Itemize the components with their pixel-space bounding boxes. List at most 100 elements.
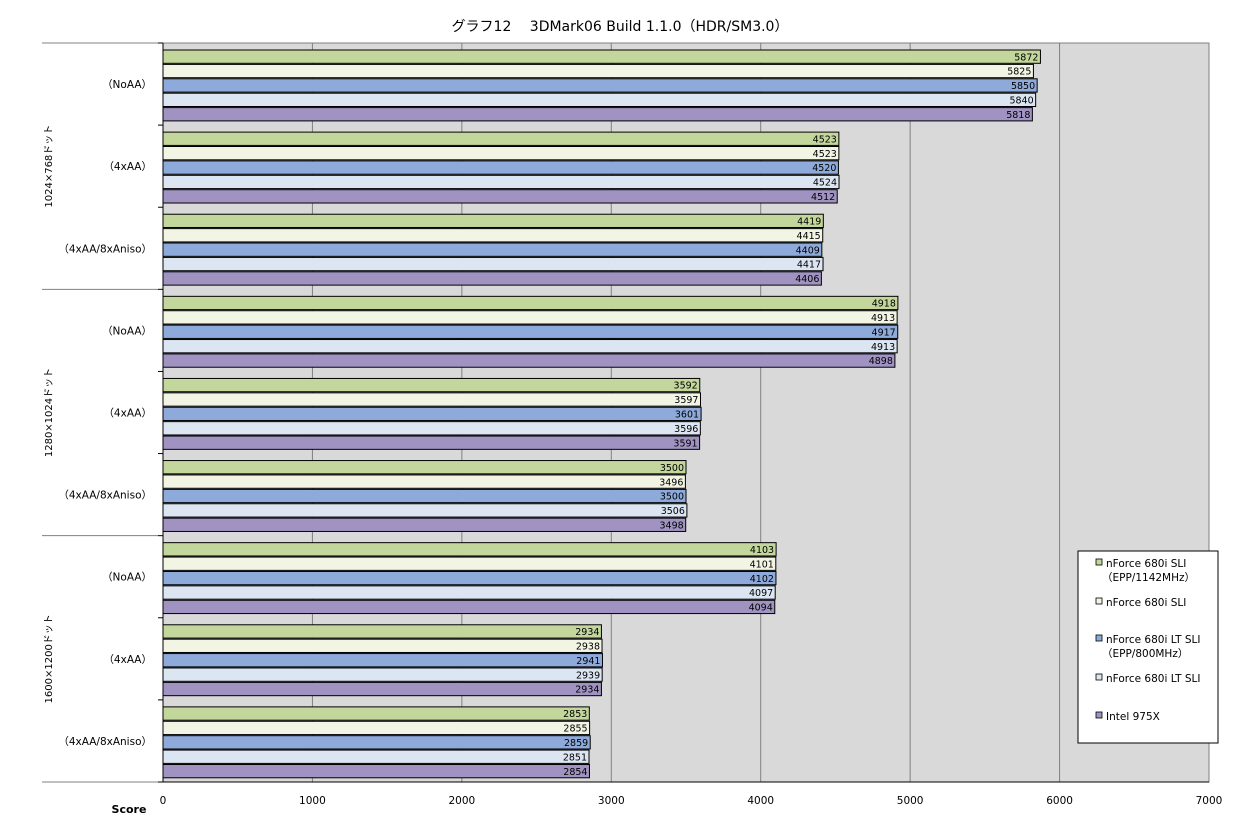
bar [162, 638, 603, 653]
category-label: （4xAA） [103, 161, 152, 173]
category-label: （4xAA/8xAniso） [58, 243, 152, 255]
data-label: 5872 [1014, 52, 1038, 63]
data-label: 2851 [563, 752, 587, 763]
legend: nForce 680i SLI （EPP/1142MHz） nForce 680i … [1077, 550, 1219, 744]
legend-swatch [1095, 673, 1103, 681]
bar [162, 295, 899, 311]
legend-swatch [1095, 634, 1103, 642]
x-axis-label: Score [112, 803, 147, 816]
data-label: 4102 [750, 574, 774, 585]
data-label: 4094 [749, 603, 773, 614]
legend-label: nForce 680i LT SLI [1106, 634, 1200, 646]
category-labels-layer: （NoAA） （4xAA） （4xAA/8xAniso） 1024×768ドット （No… [44, 79, 152, 748]
legend-label: nForce 680i SLI [1106, 558, 1186, 570]
category-label: （NoAA） [102, 79, 152, 91]
legend-swatch [1095, 711, 1103, 719]
data-label: 4512 [811, 192, 835, 203]
data-label: 4913 [871, 342, 895, 353]
bar [162, 763, 590, 779]
data-label: 4913 [871, 313, 895, 324]
x-tick-label: 1000 [299, 795, 326, 807]
bar [162, 256, 824, 272]
category-label: （NoAA） [102, 572, 152, 584]
data-label: 5825 [1007, 67, 1031, 78]
group-label: 1024×768ドット [44, 125, 55, 208]
data-label: 4406 [795, 274, 819, 285]
data-label: 4097 [749, 588, 773, 599]
bar [162, 735, 591, 750]
bar [162, 310, 898, 325]
bar [162, 406, 702, 422]
bar [162, 749, 590, 764]
data-label: 4520 [812, 163, 836, 174]
bar [162, 570, 777, 586]
x-tick-label: 7000 [1196, 795, 1223, 807]
bar [162, 228, 824, 243]
data-label: 4415 [797, 231, 821, 242]
bar [162, 667, 603, 682]
data-label: 4409 [796, 245, 820, 256]
x-tick-label: 3000 [598, 795, 625, 807]
bar [162, 49, 1041, 64]
group-label: 1600×1200ドット [44, 614, 55, 703]
bar [162, 706, 590, 721]
data-label: 3592 [674, 381, 698, 392]
bar [162, 556, 777, 571]
data-label: 2934 [575, 627, 599, 638]
data-label: 4103 [750, 545, 774, 556]
data-label: 4101 [750, 559, 774, 570]
bar [162, 585, 776, 600]
data-label: 3496 [659, 477, 683, 488]
bar [162, 392, 701, 407]
category-label: （NoAA） [102, 325, 152, 337]
data-label: 3506 [661, 506, 685, 517]
data-label: 2853 [563, 709, 587, 720]
data-label: 4898 [869, 356, 893, 367]
bar [162, 624, 602, 639]
category-label: （4xAA/8xAniso） [58, 490, 152, 502]
category-label: （4xAA） [103, 654, 152, 666]
data-label: 5818 [1006, 110, 1030, 121]
bar [162, 599, 776, 615]
bar [162, 107, 1033, 122]
legend-swatch [1095, 558, 1103, 566]
legend-label: nForce 680i LT SLI [1106, 673, 1200, 685]
data-label: 2859 [564, 738, 588, 749]
bar [162, 517, 687, 532]
data-label: 3498 [660, 520, 684, 531]
bar [162, 353, 896, 368]
bar [162, 189, 838, 204]
legend-label: Intel 975X [1106, 711, 1160, 723]
group-label: 1280×1024ドット [44, 368, 55, 457]
data-label: 2939 [576, 670, 600, 681]
legend-label: nForce 680i SLI [1106, 597, 1186, 609]
x-tick-label: 2000 [448, 795, 475, 807]
bar [162, 271, 822, 286]
data-label: 3591 [673, 438, 697, 449]
bar [162, 377, 701, 393]
bar [162, 92, 1037, 107]
x-tick-label: 0 [160, 795, 167, 807]
bar [162, 542, 777, 557]
bar [162, 160, 839, 175]
bars-layer [162, 49, 1041, 779]
x-tick-label: 5000 [897, 795, 924, 807]
data-label: 4417 [797, 260, 821, 271]
data-label: 2938 [576, 641, 600, 652]
category-label: （4xAA） [103, 408, 152, 420]
bar [162, 63, 1034, 79]
bar [162, 242, 823, 257]
bar [162, 435, 701, 450]
data-label: 3597 [674, 395, 698, 406]
data-label: 5840 [1009, 96, 1033, 107]
bar [162, 503, 688, 518]
bar [162, 653, 603, 668]
bar [162, 324, 899, 339]
legend-swatch [1095, 597, 1103, 605]
legend-label: （EPP/800MHz） [1102, 648, 1188, 660]
data-label: 5850 [1011, 81, 1035, 92]
data-label: 3500 [660, 492, 684, 503]
category-label: （4xAA/8xAniso） [58, 736, 152, 748]
bar [162, 131, 840, 146]
